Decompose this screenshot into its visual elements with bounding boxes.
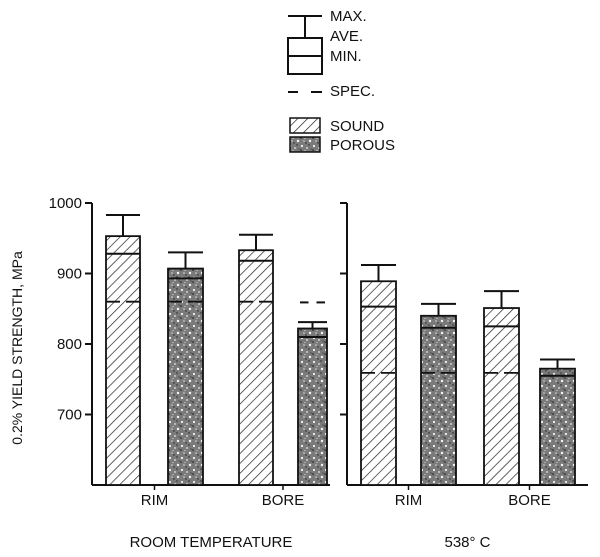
y-axis-title: 0.2% YIELD STRENGTH, MPa: [9, 251, 25, 445]
y-tick-label-800: 800: [57, 336, 82, 353]
legend-sound-swatch: [289, 117, 321, 134]
y-tick-label-700: 700: [57, 407, 82, 424]
legend-spec-label: SPEC.: [330, 83, 375, 100]
y-tick-label-900: 900: [57, 266, 82, 283]
bar-1-rim-porous: [167, 267, 204, 486]
legend-ave-label: AVE.: [330, 28, 363, 45]
legend-sound-label: SOUND: [330, 118, 384, 135]
legend-max-label: MAX.: [330, 8, 367, 25]
plot-area: 700 800 900 1000 RIM BORE ROOM TEMPERATURE RIM B…: [49, 195, 588, 551]
category-label-2-rim: RIM: [395, 492, 423, 509]
bar-1-rim-sound: [105, 235, 141, 486]
bar-1-bore-sound: [238, 249, 274, 486]
bar-2-rim-porous: [420, 314, 457, 486]
y-tick-label-1000: 1000: [49, 195, 82, 212]
bar-2-bore-porous: [539, 367, 576, 486]
group-label-2: 538° C: [444, 534, 490, 551]
legend-range-symbol: [287, 15, 323, 93]
group-label-1: ROOM TEMPERATURE: [130, 534, 293, 551]
legend-porous-label: POROUS: [330, 137, 395, 154]
legend: MAX. AVE. MIN. SPEC. SOUND POROUS: [287, 8, 395, 154]
legend-porous-swatch: [289, 136, 321, 153]
category-label-1-bore: BORE: [262, 492, 305, 509]
bar-2-bore-sound: [483, 307, 520, 486]
bar-1-bore-porous: [297, 327, 328, 486]
category-label-2-bore: BORE: [508, 492, 551, 509]
bar-2-rim-sound: [360, 280, 397, 486]
category-label-1-rim: RIM: [141, 492, 169, 509]
legend-min-label: MIN.: [330, 48, 362, 65]
